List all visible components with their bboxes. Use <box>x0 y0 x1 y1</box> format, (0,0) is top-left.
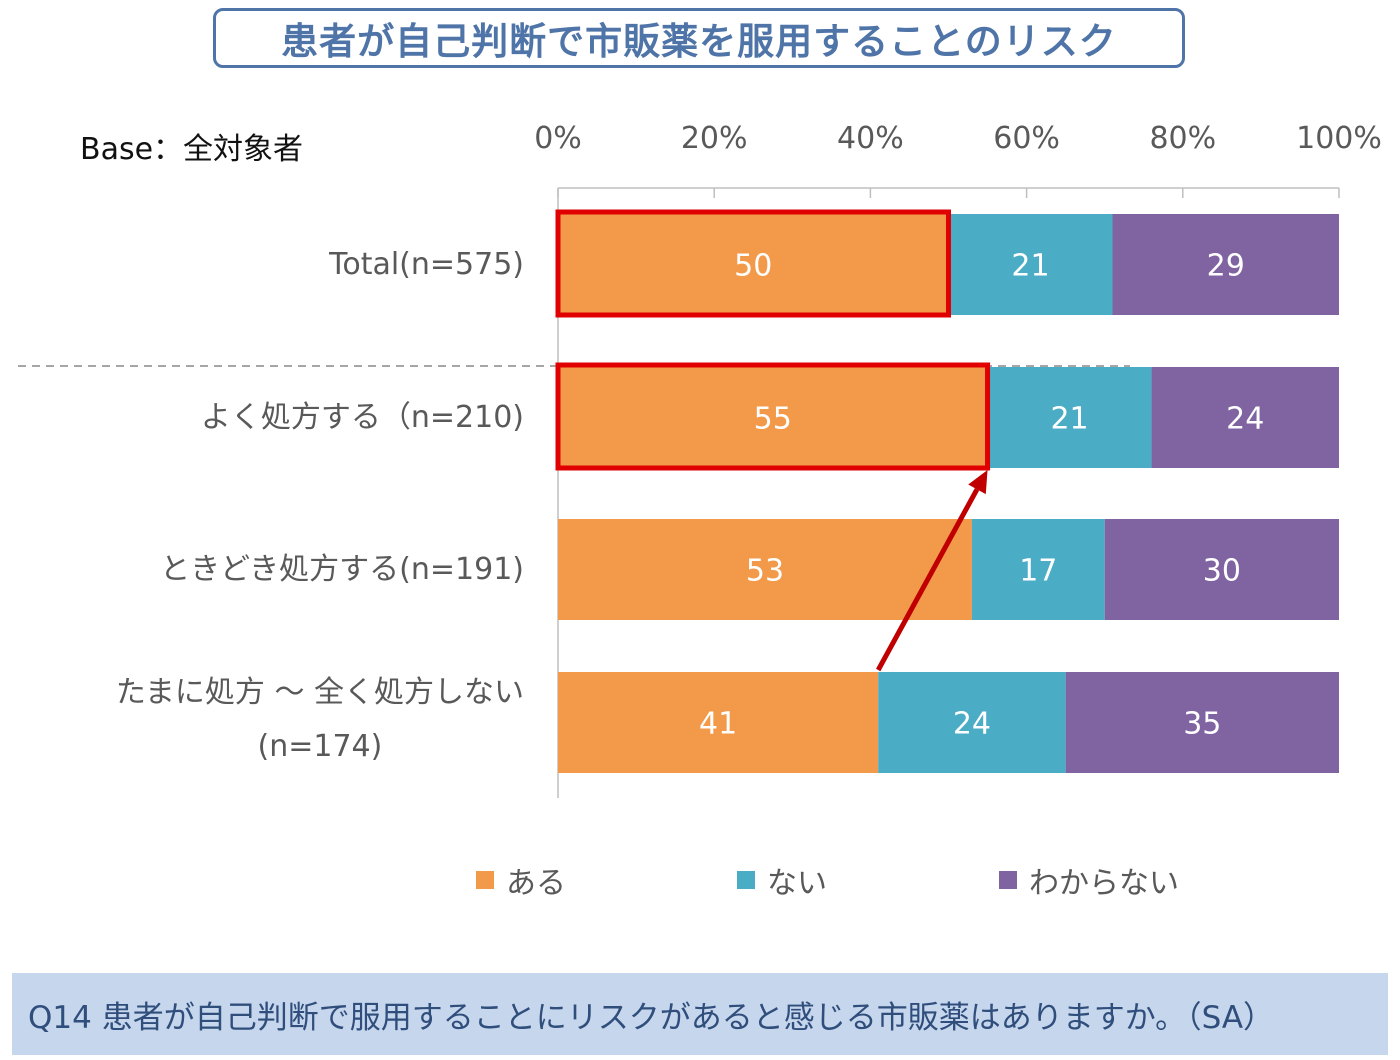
chart-title: 患者が自己判断で市販薬を服用することのリスク <box>281 20 1117 63</box>
legend-label: ない <box>767 866 827 901</box>
x-tick-label: 20% <box>680 121 748 156</box>
bar-segment <box>1104 519 1339 620</box>
category-label-line: Total(n=575) <box>329 246 524 282</box>
data-label: 24 <box>1226 402 1264 437</box>
category-label: Total(n=575) <box>329 238 524 292</box>
bar-segment <box>558 367 988 468</box>
data-label: 53 <box>746 554 784 589</box>
data-label: 21 <box>1050 402 1088 437</box>
data-label: 41 <box>699 707 737 742</box>
legend-label: ある <box>506 866 566 901</box>
bar-segment <box>878 672 1066 773</box>
data-label: 24 <box>953 707 991 742</box>
category-label: ときどき処方する(n=191) <box>160 543 524 597</box>
legend-item: わからない <box>999 858 1179 902</box>
category-label-line: たまに処方 ～ 全く処方しない <box>115 674 524 710</box>
data-label: 21 <box>1011 249 1049 284</box>
annotation-arrow-head <box>968 470 988 495</box>
legend-item: ある <box>476 858 566 902</box>
question-banner: Q14 患者が自己判断で服用することにリスクがあると感じる市販薬はありますか。（… <box>12 973 1388 1055</box>
legend-swatch <box>999 871 1017 889</box>
bar-segment <box>1065 672 1339 773</box>
legend-label: わからない <box>1029 866 1179 901</box>
data-label: 35 <box>1183 707 1221 742</box>
category-label-line: よく処方する（n=210) <box>200 399 524 435</box>
category-label-line: (n=174) <box>257 728 383 764</box>
bar-segment <box>948 214 1113 315</box>
category-label-line: ときどき処方する(n=191) <box>160 551 524 587</box>
bar-segment <box>1112 214 1339 315</box>
x-tick-label: 80% <box>1149 121 1217 156</box>
legend-swatch <box>737 871 755 889</box>
chart-title-box: 患者が自己判断で市販薬を服用することのリスク <box>213 8 1185 68</box>
legend-item: ない <box>737 858 827 902</box>
data-label: 50 <box>734 249 772 284</box>
bar-segment <box>1151 367 1339 468</box>
data-label: 55 <box>754 402 792 437</box>
data-label: 17 <box>1019 554 1057 589</box>
bar-segment <box>987 367 1152 468</box>
bar-segment <box>558 672 879 773</box>
bar-segment <box>558 214 949 315</box>
highlight-box <box>555 362 991 471</box>
x-tick-label: 100% <box>1296 121 1382 156</box>
highlight-box <box>555 209 951 318</box>
legend-swatch <box>476 871 494 889</box>
bar-segment <box>558 519 972 620</box>
x-tick-label: 0% <box>534 121 582 156</box>
base-label: Base：全対象者 <box>80 132 304 167</box>
data-label: 30 <box>1203 554 1241 589</box>
data-label: 29 <box>1207 249 1245 284</box>
bar-segment <box>971 519 1105 620</box>
annotation-arrow-shaft <box>876 488 980 672</box>
x-tick-label: 60% <box>993 121 1060 156</box>
question-text: Q14 患者が自己判断で服用することにリスクがあると感じる市販薬はありますか。（… <box>28 999 1275 1036</box>
category-label: よく処方する（n=210) <box>201 391 524 445</box>
x-tick-label: 40% <box>837 121 904 156</box>
stacked-bar-chart: 50 21 29 55 21 24 53 17 30 41 24 35 <box>18 187 1340 798</box>
category-label: たまに処方 ～ 全く処方しない (n=174) <box>116 666 524 774</box>
